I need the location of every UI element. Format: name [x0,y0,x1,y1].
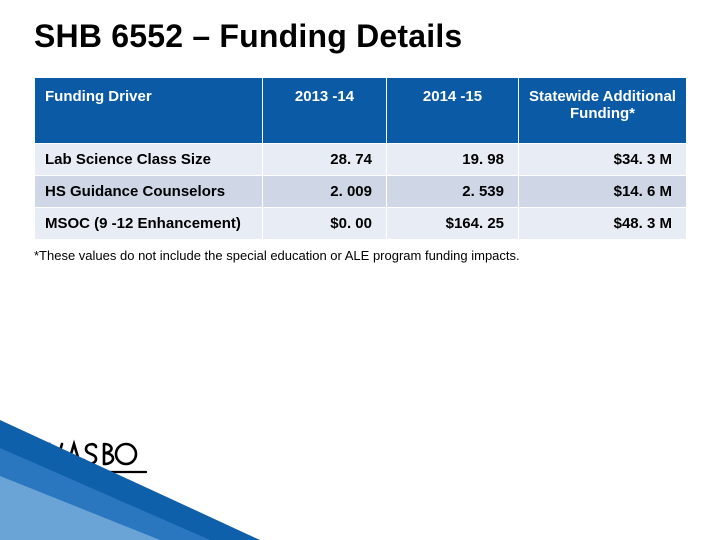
slide-title: SHB 6552 – Funding Details [34,18,686,55]
wasbo-logo [34,434,154,478]
col-header-2013: 2013 -14 [263,78,387,144]
cell-2013: 28. 74 [263,144,387,176]
funding-table: Funding Driver 2013 -14 2014 -15 Statewi… [34,77,687,240]
cell-2013: $0. 00 [263,208,387,240]
cell-funding: $48. 3 M [519,208,687,240]
col-header-driver: Funding Driver [35,78,263,144]
cell-2014: 19. 98 [387,144,519,176]
table-row: HS Guidance Counselors 2. 009 2. 539 $14… [35,176,687,208]
footnote: *These values do not include the special… [34,248,686,263]
slide: SHB 6552 – Funding Details Funding Drive… [0,0,720,540]
cell-driver: MSOC (9 -12 Enhancement) [35,208,263,240]
cell-2014: 2. 539 [387,176,519,208]
cell-2013: 2. 009 [263,176,387,208]
cell-funding: $34. 3 M [519,144,687,176]
table-row: MSOC (9 -12 Enhancement) $0. 00 $164. 25… [35,208,687,240]
table-header-row: Funding Driver 2013 -14 2014 -15 Statewi… [35,78,687,144]
cell-driver: Lab Science Class Size [35,144,263,176]
table-row: Lab Science Class Size 28. 74 19. 98 $34… [35,144,687,176]
cell-funding: $14. 6 M [519,176,687,208]
col-header-2014: 2014 -15 [387,78,519,144]
cell-2014: $164. 25 [387,208,519,240]
col-header-funding: Statewide Additional Funding* [519,78,687,144]
cell-driver: HS Guidance Counselors [35,176,263,208]
